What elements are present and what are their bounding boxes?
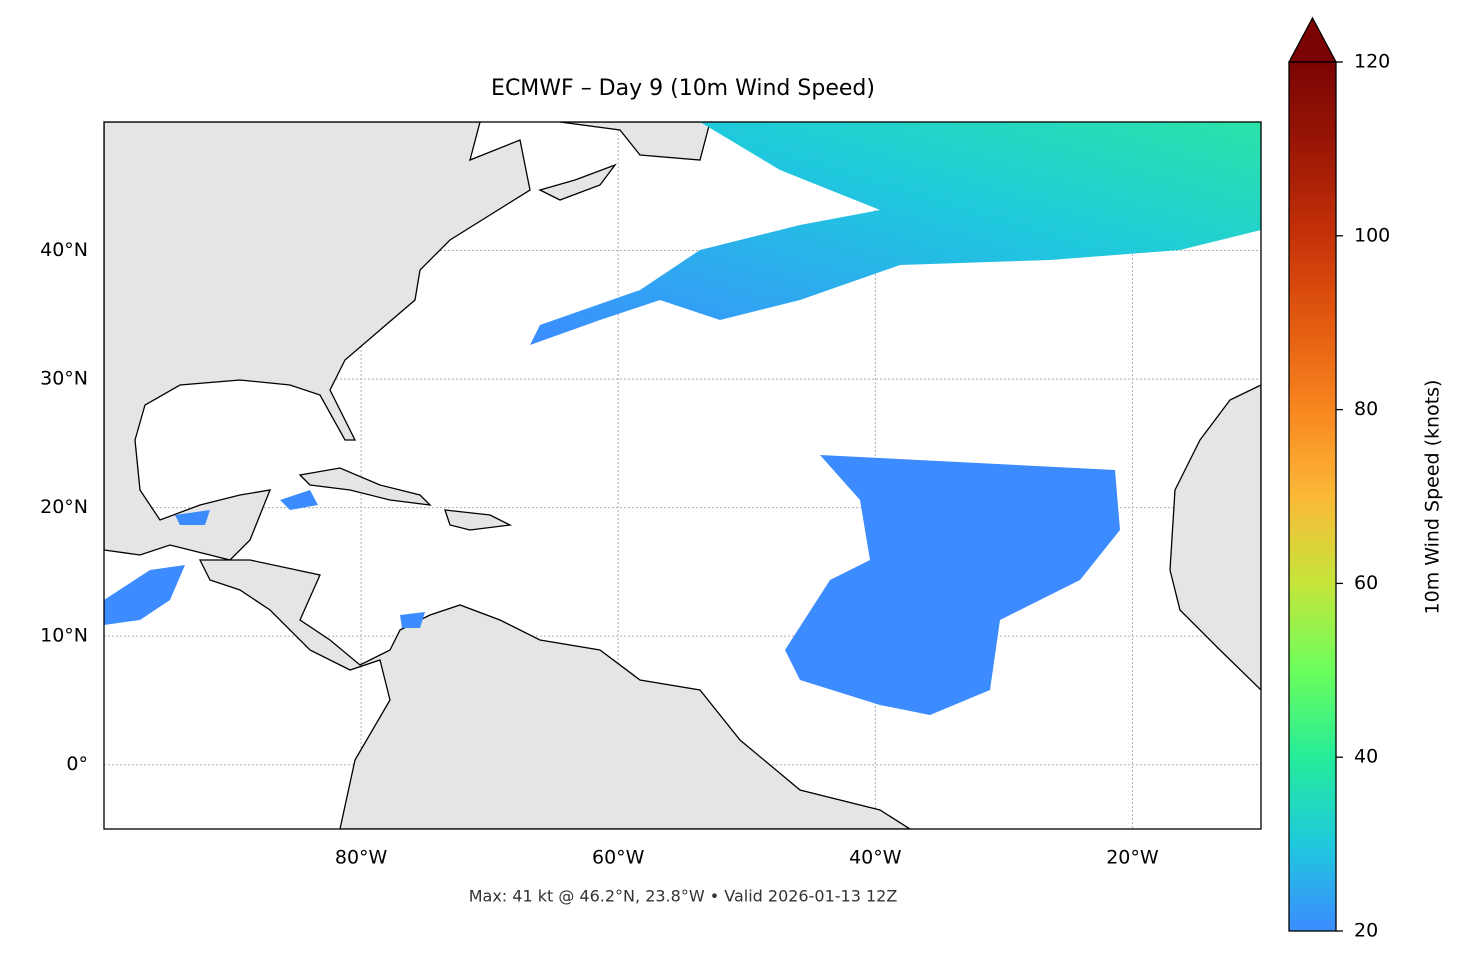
canada-east xyxy=(559,122,711,161)
colorbar-tick-label: 20 xyxy=(1354,920,1378,942)
x-tick-label: 20°W xyxy=(1106,847,1159,869)
colorbar-frame xyxy=(1288,61,1337,932)
africa xyxy=(1169,384,1261,691)
x-tick-label: 60°W xyxy=(592,847,645,869)
x-tick-label: 80°W xyxy=(335,847,388,869)
colorbar-tick-label: 120 xyxy=(1354,51,1390,73)
y-tick-label: 20°N xyxy=(40,496,88,518)
colorbar-tick-label: 100 xyxy=(1354,224,1390,246)
y-tick-label: 10°N xyxy=(40,625,88,647)
map-area xyxy=(104,122,1261,829)
wind-south xyxy=(785,455,1120,715)
wind-north xyxy=(530,122,1261,345)
y-tick-label: 30°N xyxy=(40,368,88,390)
colorbar-tick-label: 60 xyxy=(1354,572,1378,594)
y-tick-label: 40°N xyxy=(40,239,88,261)
colorbar-tick-label: 40 xyxy=(1354,746,1378,768)
hispaniola xyxy=(444,509,513,531)
footnote: Max: 41 kt @ 46.2°N, 23.8°W • Valid 2026… xyxy=(469,887,898,906)
y-tick-label: 0° xyxy=(66,753,88,775)
cuba xyxy=(298,467,432,506)
axis-ticks: 80°W 60°W 40°W 20°W 40°N 30°N 20°N 10°N 0° xyxy=(40,239,1159,868)
map-frame xyxy=(103,121,1262,830)
north-america xyxy=(104,122,531,561)
south-america xyxy=(198,559,912,829)
colorbar-gradient xyxy=(1289,62,1336,931)
colorbar-label: 10m Wind Speed (knots) xyxy=(1422,380,1444,615)
colorbar-extension xyxy=(1287,16,1338,63)
colorbar-tick-label: 80 xyxy=(1354,398,1378,420)
title: ECMWF – Day 9 (10m Wind Speed) xyxy=(491,76,875,101)
colorbar: 10m Wind Speed (knots) 20 40 60 80 100 120 xyxy=(1287,16,1444,942)
nova-scotia xyxy=(538,163,617,201)
wind-pacific xyxy=(104,565,185,625)
x-tick-label: 40°W xyxy=(849,847,902,869)
